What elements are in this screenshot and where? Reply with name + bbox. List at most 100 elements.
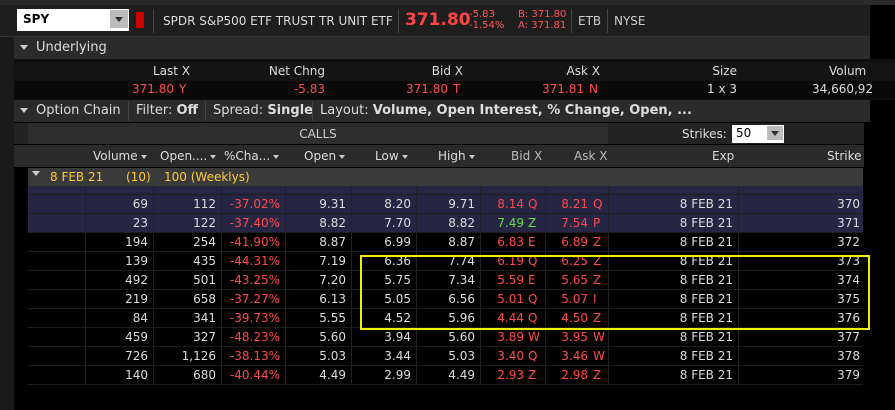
bid-ask-quote: B: 371.80 A: 371.81 [518,9,566,31]
cell-high: 5.03 [448,349,475,363]
cell-vol: 23 [132,216,148,230]
cell-ask: 6.89 [561,235,588,249]
spread-control[interactable]: Spread: Single [213,103,313,118]
column-divider [85,366,86,384]
symbol-dropdown-icon[interactable] [110,10,128,28]
underlying-bid-exchange: T [453,82,461,96]
cell-vol: 219 [125,292,148,306]
col-high[interactable]: High [438,149,475,163]
column-divider [285,290,286,308]
sort-icon [401,154,408,159]
left-edge-panel [0,37,14,410]
option-row[interactable]: 459 327 -48.23% 5.60 3.94 5.60 3.89 W 3.95 W 8 FEB… [28,328,863,347]
cell-high: 7.74 [448,254,475,268]
col-open-interest-label: Open.... [160,149,208,163]
col-pct-change-label: %Cha... [224,149,271,163]
col-open[interactable]: Open [304,149,346,163]
change-pct: -1.54% [469,20,505,31]
column-divider [608,290,609,308]
cell-high: 7.34 [448,273,475,287]
column-divider [738,328,739,346]
col-strike[interactable]: Strike [827,149,862,163]
highlight-box [360,255,870,330]
cell-open: 9.31 [319,197,346,211]
expiration-count: (10) [126,170,151,184]
col-bid[interactable]: Bid X [511,149,543,163]
spread-label: Spread: [213,103,264,118]
strikes-label: Strikes: [682,127,727,141]
cell-open: 6.13 [319,292,346,306]
expiration-row[interactable]: 8 FEB 21 (10) 100 (Weeklys) [28,168,863,186]
option-row[interactable]: 219 658 -37.27% 6.13 5.05 6.56 5.01 Q 5.07 I 8 FEB… [28,290,863,309]
layout-label: Layout: [320,103,369,118]
option-row[interactable]: 23 122 -37.40% 8.82 7.70 8.82 7.49 Z 7.54 P 8 FEB … [28,214,863,233]
cell-bx: Q [528,197,538,211]
cell-vol: 69 [132,197,148,211]
cell-pct: -37.02% [229,197,280,211]
col-ask[interactable]: Ask X [574,149,608,163]
option-row[interactable]: 140 680 -40.44% 4.49 2.99 4.49 2.93 Z 2.98 Z 8 FEB… [28,366,863,385]
option-row[interactable]: 69 112 -37.02% 9.31 8.20 9.71 8.14 Q 8.21 Q 8 FEB … [28,195,863,214]
column-divider [545,309,546,327]
option-row[interactable]: 194 254 -41.90% 8.87 6.99 8.87 6.83 E 6.89 Z 8 FEB… [28,233,863,252]
column-headers: Volume Open.... %Cha... Open Low High Bi… [14,145,864,167]
cell-exp: 8 FEB 21 [679,254,733,268]
column-divider [153,186,154,194]
column-divider [416,186,417,194]
cell-low: 7.70 [384,216,411,230]
sort-icon [210,154,217,159]
cell-strike: 370 [837,197,860,211]
column-divider [153,195,154,213]
cell-bx: Z [528,368,537,382]
column-divider [545,347,546,365]
cell-pct: -44.31% [229,254,280,268]
expand-caret-icon[interactable] [32,171,40,176]
cell-open: 5.55 [319,311,346,325]
column-divider [351,290,352,308]
cell-bx: Q [528,292,538,306]
strikes-select[interactable]: 50 [732,125,784,143]
filter-value: Off [176,103,199,118]
column-divider [85,271,86,289]
cell-strike: 376 [837,311,860,325]
col-open-interest[interactable]: Open.... [160,149,217,163]
column-divider [285,309,286,327]
header-last-x: Last X [152,64,190,78]
cell-ax: W [593,349,605,363]
collapse-caret-icon[interactable] [20,45,28,50]
column-divider [738,309,739,327]
header-size: Size [712,64,737,78]
column-divider [480,366,481,384]
column-divider [351,328,352,346]
strikes-dropdown-icon[interactable] [767,126,783,140]
column-divider [285,347,286,365]
col-low[interactable]: Low [375,149,408,163]
red-flag-icon[interactable] [136,12,144,28]
column-divider [480,290,481,308]
cell-strike: 372 [837,235,860,249]
column-divider [416,290,417,308]
top-strip [0,0,895,5]
cell-bid: 5.01 [497,292,524,306]
column-divider [738,366,739,384]
cell-exp: 8 FEB 21 [679,349,733,363]
option-row[interactable] [28,186,863,195]
option-row[interactable]: 726 1,126 -38.13% 5.03 3.44 5.03 3.40 Q 3.46 W 8 F… [28,347,863,366]
option-row[interactable]: 84 341 -39.73% 5.55 4.52 5.96 4.44 Q 4.50 Z 8 FEB … [28,309,863,328]
col-pct-change[interactable]: %Cha... [224,149,280,163]
layout-control[interactable]: Layout: Volume, Open Interest, % Change,… [320,103,692,118]
cell-low: 6.36 [384,254,411,268]
column-divider [608,233,609,251]
underlying-section-header[interactable]: Underlying [14,37,870,59]
option-chain-title: Option Chain [36,103,121,118]
collapse-caret-icon[interactable] [20,108,28,113]
column-divider [285,271,286,289]
option-row[interactable]: 492 501 -43.25% 7.20 5.75 7.34 5.59 E 5.65 Z 8 FEB… [28,271,863,290]
cell-bx: E [528,273,536,287]
column-divider [545,290,546,308]
cell-oi: 680 [193,368,216,382]
symbol-input[interactable]: SPY [17,9,129,31]
col-volume[interactable]: Volume [93,149,147,163]
filter-control[interactable]: Filter: Off [136,103,198,118]
col-exp[interactable]: Exp [712,149,735,163]
